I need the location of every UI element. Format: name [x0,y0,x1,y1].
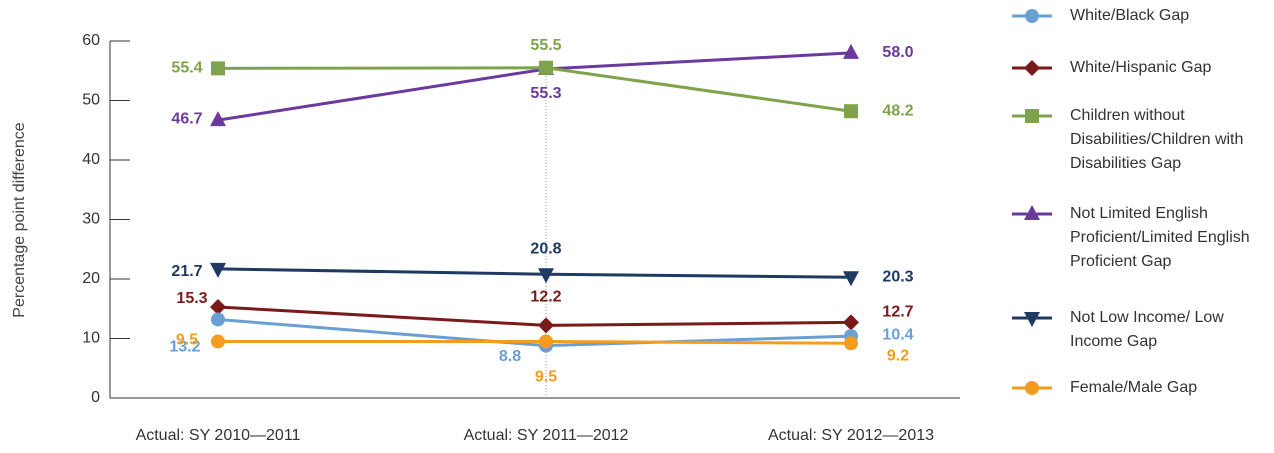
legend-label: Not Low Income/ Low Income Gap [1070,309,1224,350]
data-point [211,61,225,76]
legend-symbol [1024,205,1040,220]
data-point [538,317,554,334]
legend-label: Female/Male Gap [1070,379,1198,396]
data-label: 55.4 [171,60,202,77]
legend-marker [1012,109,1052,123]
legend-marker [1012,60,1052,76]
data-point [539,334,553,349]
data-label: 55.5 [530,37,561,54]
data-point [210,111,226,127]
legend-item: White/Black Gap [1010,4,1260,28]
legend-item: White/Hispanic Gap [1010,56,1260,80]
legend-marker [1012,9,1052,23]
data-label: 15.3 [176,290,207,307]
y-axis-label: Percentage point difference [11,122,28,318]
y-tick-label: 50 [82,92,100,109]
legend-label: Not Limited English Proficient/Limited E… [1070,205,1250,270]
data-point [211,312,225,327]
data-label: 21.7 [171,263,202,280]
data-label: 8.8 [499,348,521,365]
data-label: 20.8 [530,240,561,257]
data-point [843,271,859,287]
x-tick-label: Actual: SY 2010—2011 [136,427,301,444]
data-point [844,336,858,351]
legend-item: Not Limited English Proficient/Limited E… [1010,202,1260,274]
data-point [538,268,554,284]
y-tick-label: 0 [91,389,100,406]
legend-symbol [1024,60,1040,76]
legend-item: Not Low Income/ Low Income Gap [1010,306,1260,354]
y-tick-label: 40 [82,151,100,168]
data-label: 20.3 [882,268,913,285]
data-point [539,60,553,75]
data-label: 9.2 [887,347,909,364]
legend-marker [1012,312,1052,327]
data-point [843,314,859,331]
legend-label: White/Black Gap [1070,7,1190,24]
legend-symbol [1025,109,1039,123]
y-tick-label: 30 [82,211,100,228]
data-point [211,334,225,349]
data-label: 12.2 [530,289,561,306]
y-tick-label: 10 [82,330,100,347]
legend-marker [1012,381,1052,395]
data-label: 10.4 [882,326,913,343]
x-tick-label: Actual: SY 2012—2013 [768,427,934,444]
data-label: 12.7 [882,304,913,321]
legend-label: Children without Disabilities/Children w… [1070,107,1244,172]
data-label: 9.5 [176,332,198,349]
legend-label: White/Hispanic Gap [1070,59,1212,76]
x-tick-label: Actual: SY 2011—2012 [464,427,629,444]
chart: Percentage point difference 0 10 20 30 40 50 6… [11,32,960,444]
data-point [844,104,858,119]
data-point [210,298,226,315]
legend-item: Female/Male Gap [1010,376,1260,400]
data-label: 55.3 [530,85,561,102]
series-line [217,267,852,279]
y-tick-label: 60 [82,32,100,49]
data-label: 48.2 [882,102,913,119]
data-label: 13.2 [169,339,200,356]
data-label: 58.0 [882,44,913,61]
legend-symbol [1024,312,1040,327]
data-label: 9.5 [535,369,557,386]
legend-symbol [1025,381,1039,395]
legend-symbol [1025,9,1039,23]
legend-item: Children without Disabilities/Children w… [1010,104,1260,176]
data-label: 46.7 [171,110,202,127]
series-line [218,339,852,345]
data-point [843,43,859,59]
series-line [217,305,852,327]
data-point [210,262,226,278]
y-tick-label: 20 [82,270,100,287]
legend-marker [1012,205,1052,220]
